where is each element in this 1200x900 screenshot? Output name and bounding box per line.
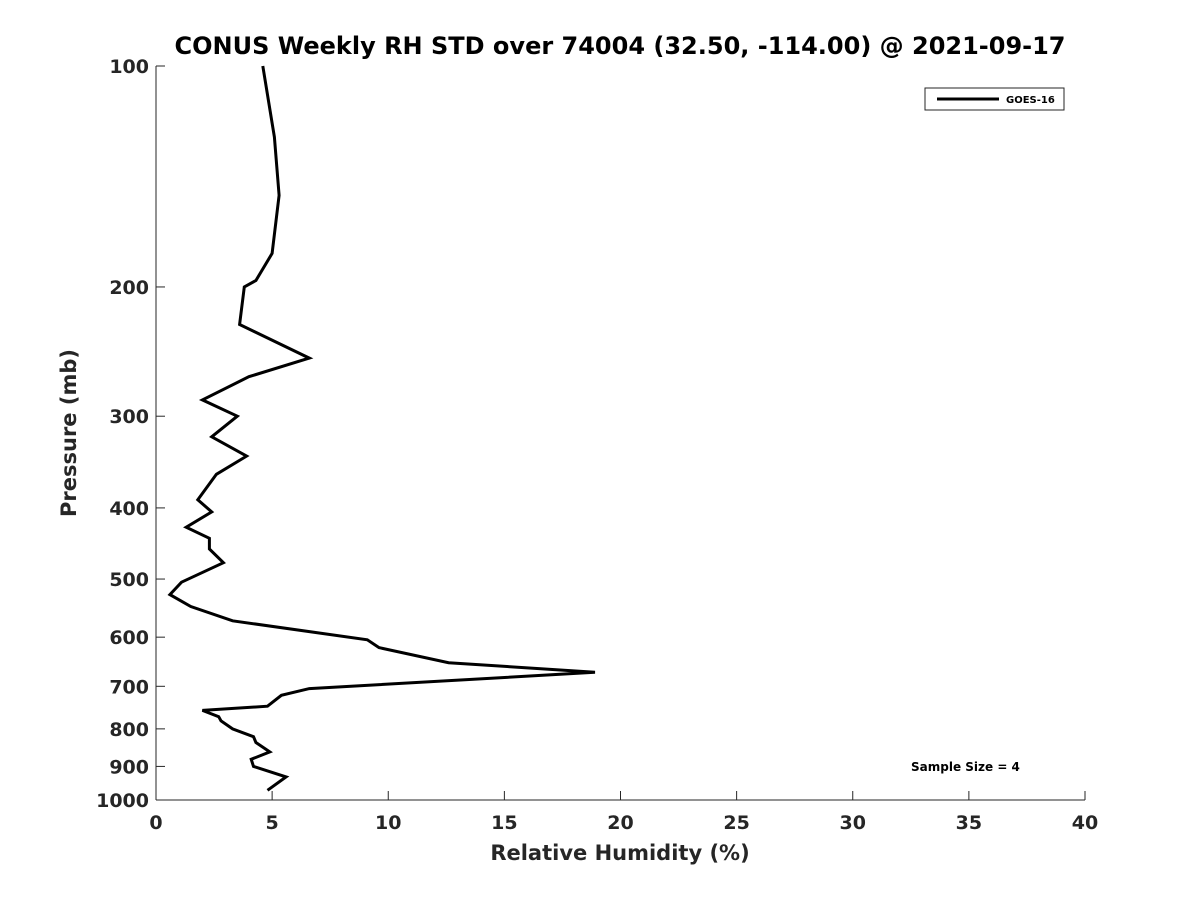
x-tick-label: 5: [266, 812, 279, 834]
x-tick-label: 30: [840, 812, 866, 834]
series-layer: [167, 65, 596, 792]
x-tick-label: 25: [723, 812, 749, 834]
y-tick-label: 700: [109, 676, 149, 698]
legend-label-goes-16: GOES-16: [1006, 95, 1055, 106]
x-tick-label: 15: [491, 812, 517, 834]
x-ticks: 0 5 10 15 20 25 30 35 40: [149, 791, 1098, 834]
x-axis-label: Relative Humidity (%): [490, 841, 749, 865]
x-tick-label: 40: [1072, 812, 1098, 834]
y-tick-label: 600: [109, 627, 149, 649]
y-ticks: 100 200 300 400 500 600 700 800 900 1000: [96, 56, 165, 812]
series-line-goes-16: [167, 65, 596, 792]
x-tick-label: 20: [607, 812, 633, 834]
x-tick-label: 35: [956, 812, 982, 834]
y-tick-label: 400: [109, 498, 149, 520]
x-tick-label: 10: [375, 812, 401, 834]
sample-size-annotation: Sample Size = 4: [911, 760, 1020, 774]
y-tick-label: 200: [109, 277, 149, 299]
chart-title: CONUS Weekly RH STD over 74004 (32.50, -…: [174, 32, 1065, 60]
y-tick-label: 800: [109, 719, 149, 741]
y-tick-label: 500: [109, 569, 149, 591]
y-tick-label: 1000: [96, 790, 149, 812]
y-tick-label: 900: [109, 756, 149, 778]
y-tick-label: 300: [109, 406, 149, 428]
y-tick-label: 100: [109, 56, 149, 78]
x-tick-label: 0: [149, 812, 162, 834]
y-axis-label: Pressure (mb): [57, 349, 81, 517]
legend: GOES-16: [924, 87, 1065, 111]
